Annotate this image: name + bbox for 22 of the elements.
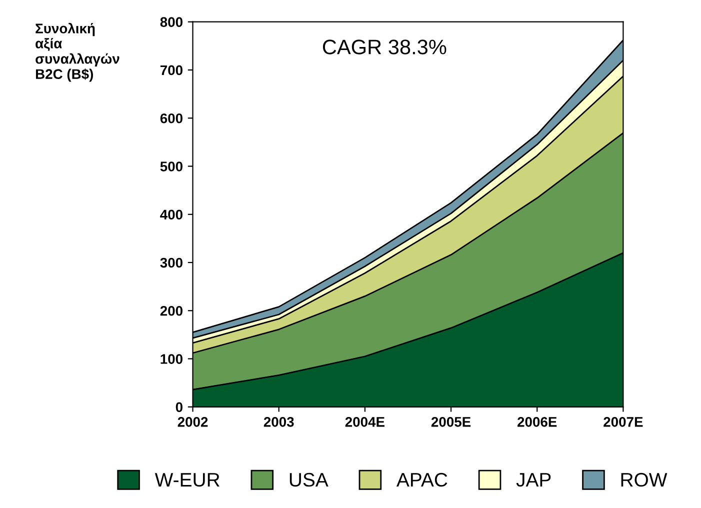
legend-label: ROW [621, 472, 668, 487]
legend-label: USA [290, 472, 328, 487]
y-tick-label: 500 [160, 162, 182, 172]
x-tick-label: 2006E [518, 416, 557, 427]
x-tick-label: 2004E [345, 416, 384, 427]
legend-label: W-EUR [154, 473, 220, 487]
annotation: CAGR 38.3% [322, 40, 446, 54]
y-axis-title: Συνολική αξία συναλλαγών B2C (B$) [36, 22, 120, 82]
x-tick-label: 2007E [604, 416, 643, 427]
x-tick-label: 2003 [264, 416, 294, 427]
x-tick-label: 2005E [431, 416, 471, 427]
y-tick-label: 700 [160, 65, 182, 76]
y-tick-label: 400 [160, 210, 182, 220]
y-tick-label: 600 [160, 113, 182, 124]
y-tick-label: 100 [160, 354, 182, 364]
legend-label: APAC [396, 472, 448, 487]
legend-label: JAP [516, 473, 551, 487]
y-tick-label: 200 [160, 306, 182, 316]
y-tick-label: 300 [160, 258, 182, 268]
y-tick-label: 800 [160, 17, 182, 28]
y-tick-label: 0 [176, 402, 182, 412]
x-tick-label: 2002 [178, 416, 208, 427]
